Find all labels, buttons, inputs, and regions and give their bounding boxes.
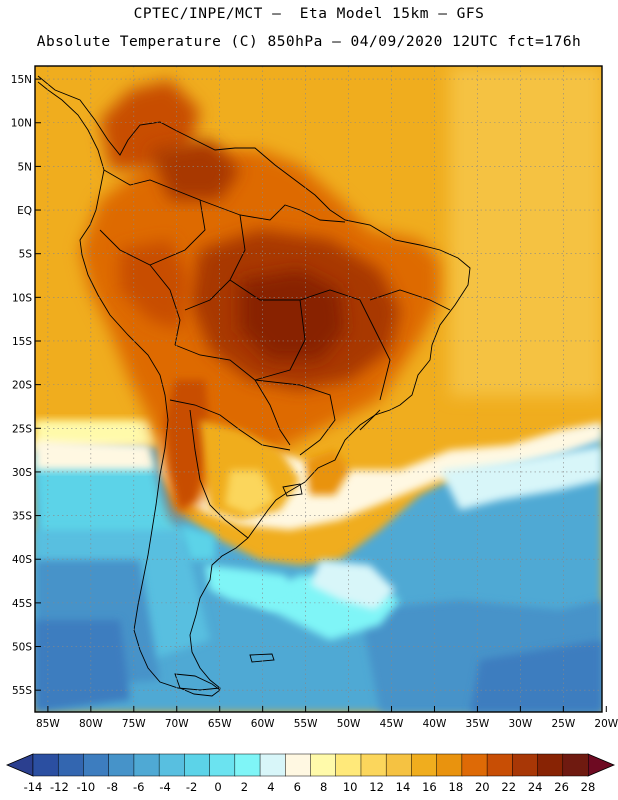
lon-tick-label: 30W (509, 718, 533, 730)
colorbar-swatch (184, 753, 211, 777)
colorbar-label: -14 (24, 780, 43, 794)
colorbar-label: -2 (186, 780, 197, 794)
colorbar-swatch (461, 753, 488, 777)
colorbar-label: 0 (214, 780, 221, 794)
lat-tick-label: 30S (12, 467, 32, 479)
colorbar-swatch (259, 753, 286, 777)
lon-tick-label: 50W (337, 718, 361, 730)
colorbar-swatch (133, 753, 160, 777)
lat-tick-label: 5S (19, 249, 33, 261)
lat-tick-label: 55S (12, 685, 32, 697)
colorbar-swatch (562, 753, 589, 777)
colorbar-label: 14 (396, 780, 411, 794)
colorbar-label: 6 (294, 780, 301, 794)
colorbar-swatch (209, 753, 236, 777)
lat-tick-label: EQ (17, 205, 32, 217)
temperature-field (35, 66, 602, 712)
lon-tick-label: 75W (122, 718, 146, 730)
lon-tick-label: 20W (594, 718, 618, 730)
lat-tick-label: 35S (12, 511, 32, 523)
lon-tick-label: 45W (380, 718, 404, 730)
lon-tick-label: 25W (551, 718, 575, 730)
lon-tick-label: 60W (251, 718, 275, 730)
lat-tick-label: 5N (17, 161, 32, 173)
lon-tick-label: 65W (208, 718, 232, 730)
coastlines (37, 75, 471, 697)
colorbar-label: 16 (422, 780, 437, 794)
colorbar-label: 18 (449, 780, 464, 794)
colorbar-label: 12 (369, 780, 384, 794)
lon-tick-label: 80W (79, 718, 103, 730)
lat-tick-label: 20S (12, 380, 32, 392)
lat-tick-label: 40S (12, 554, 32, 566)
colorbar-swatch (83, 753, 110, 777)
lat-tick-label: 10S (12, 292, 32, 304)
colorbar-label: -12 (50, 780, 69, 794)
colorbar-swatch (411, 753, 438, 777)
colorbar-swatch (385, 753, 412, 777)
colorbar-label: 24 (528, 780, 543, 794)
colorbar-swatch (310, 753, 337, 777)
lon-tick-label: 55W (294, 718, 318, 730)
colorbar-under-arrow (5, 753, 34, 777)
colorbar-swatch (108, 753, 135, 777)
colorbar-label: -4 (159, 780, 170, 794)
colorbar-label: -10 (76, 780, 95, 794)
colorbar: -14 -12 -10 -8 -6 -4 -2 0 2 4 6 8 10 12 14 16 18 20 22 24 26… (5, 753, 616, 794)
colorbar-label: 26 (554, 780, 569, 794)
colorbar-label: 8 (320, 780, 327, 794)
lat-tick-label: 15N (11, 74, 32, 86)
colorbar-swatch (537, 753, 564, 777)
colorbar-label: 22 (501, 780, 516, 794)
colorbar-swatch (285, 753, 312, 777)
colorbar-label: 2 (241, 780, 248, 794)
lon-tick-label: 85W (36, 718, 60, 730)
lat-tick-label: 50S (12, 642, 32, 654)
colorbar-swatch (335, 753, 362, 777)
colorbar-swatch (360, 753, 387, 777)
colorbar-swatch (32, 753, 59, 777)
map-frame (34, 65, 603, 713)
latitude-axis: 15N 10N 5N EQ 5S 10S 15S 20S 25S 30S 35S 40S 45S 50S 5… (11, 74, 41, 697)
colorbar-swatch (57, 753, 85, 777)
colorbar-label: 10 (343, 780, 358, 794)
colorbar-label: 4 (267, 780, 274, 794)
colorbar-label: 20 (475, 780, 490, 794)
lon-tick-label: 35W (466, 718, 490, 730)
colorbar-swatch (234, 753, 261, 777)
colorbar-swatch (486, 753, 513, 777)
longitude-axis: 85W 80W 75W 70W 65W 60W 55W 50W 45W 40W 35W 30W 25W 2… (36, 706, 618, 730)
map-title-line2: Absolute Temperature (C) 850hPa – 04/09/… (36, 34, 582, 50)
colorbar-swatch (158, 753, 185, 777)
colorbar-over-arrow (587, 753, 616, 777)
lat-tick-label: 10N (11, 118, 32, 130)
lat-tick-label: 15S (12, 336, 32, 348)
lat-tick-label: 45S (12, 598, 32, 610)
colorbar-label: -6 (133, 780, 144, 794)
lon-tick-label: 40W (423, 718, 447, 730)
lon-tick-label: 70W (165, 718, 189, 730)
colorbar-swatch (512, 753, 539, 777)
colorbar-swatch (436, 753, 463, 777)
colorbar-label: 28 (581, 780, 596, 794)
map-title-line1: CPTEC/INPE/MCT – Eta Model 15km – GFS (133, 6, 485, 22)
lat-tick-label: 25S (12, 423, 32, 435)
graticule (35, 66, 602, 712)
colorbar-label: -8 (107, 780, 118, 794)
